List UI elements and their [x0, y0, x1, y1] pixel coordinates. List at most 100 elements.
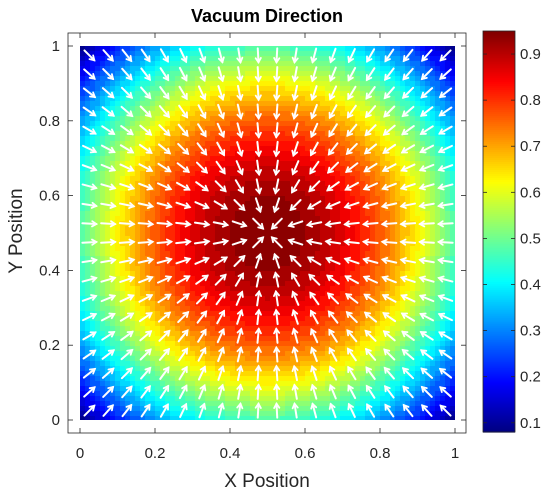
- contour-cell: [265, 111, 271, 117]
- contour-cell: [95, 121, 101, 127]
- contour-cell: [375, 216, 381, 222]
- contour-cell: [425, 196, 431, 202]
- contour-cell: [145, 181, 151, 187]
- contour-cell: [175, 291, 181, 297]
- contour-cell: [130, 231, 136, 237]
- contour-cell: [325, 266, 331, 272]
- contour-cell: [95, 156, 101, 162]
- contour-cell: [215, 106, 221, 112]
- contour-cell: [115, 346, 121, 352]
- contour-cell: [300, 141, 306, 147]
- contour-cell: [290, 376, 296, 382]
- contour-cell: [120, 271, 126, 277]
- contour-cell: [170, 376, 176, 382]
- contour-cell: [195, 331, 201, 337]
- contour-cell: [295, 371, 301, 377]
- contour-cell: [395, 91, 401, 97]
- contour-cell: [130, 61, 136, 67]
- contour-cell: [160, 306, 166, 312]
- contour-cell: [125, 81, 131, 87]
- contour-cell: [300, 256, 306, 262]
- contour-cell: [385, 51, 391, 57]
- contour-cell: [225, 371, 231, 377]
- contour-cell: [390, 271, 396, 277]
- contour-cell: [245, 96, 251, 102]
- contour-cell: [340, 346, 346, 352]
- contour-cell: [435, 231, 441, 237]
- contour-cell: [175, 176, 181, 182]
- contour-cell: [135, 226, 141, 232]
- contour-cell: [440, 361, 446, 367]
- contour-cell: [210, 76, 216, 82]
- contour-cell: [190, 196, 196, 202]
- contour-cell: [190, 156, 196, 162]
- contour-cell: [85, 81, 91, 87]
- contour-cell: [440, 46, 446, 52]
- contour-cell: [425, 236, 431, 242]
- contour-cell: [165, 301, 171, 307]
- contour-cell: [245, 341, 251, 347]
- contour-cell: [255, 61, 261, 67]
- contour-cell: [170, 91, 176, 97]
- contour-cell: [445, 211, 451, 217]
- contour-cell: [420, 286, 426, 292]
- contour-cell: [230, 171, 236, 177]
- contour-cell: [325, 236, 331, 242]
- contour-cell: [125, 206, 131, 212]
- contour-cell: [210, 156, 216, 162]
- contour-cell: [435, 186, 441, 192]
- contour-cell: [265, 291, 271, 297]
- contour-cell: [405, 326, 411, 332]
- contour-cell: [410, 251, 416, 257]
- contour-cell: [190, 216, 196, 222]
- contour-cell: [365, 71, 371, 77]
- contour-cell: [340, 111, 346, 117]
- contour-cell: [150, 376, 156, 382]
- contour-cell: [280, 336, 286, 342]
- contour-cell: [320, 46, 326, 52]
- contour-cell: [95, 96, 101, 102]
- contour-cell: [305, 51, 311, 57]
- contour-cell: [235, 61, 241, 67]
- contour-cell: [115, 361, 121, 367]
- contour-cell: [215, 46, 221, 52]
- contour-cell: [355, 331, 361, 337]
- contour-cell: [380, 341, 386, 347]
- contour-cell: [200, 66, 206, 72]
- contour-cell: [305, 356, 311, 362]
- contour-cell: [450, 261, 455, 267]
- contour-cell: [200, 336, 206, 342]
- contour-cell: [300, 101, 306, 107]
- contour-cell: [295, 356, 301, 362]
- contour-cell: [440, 231, 446, 237]
- contour-cell: [145, 176, 151, 182]
- contour-cell: [445, 161, 451, 167]
- contour-cell: [450, 231, 455, 237]
- contour-cell: [150, 356, 156, 362]
- contour-cell: [445, 46, 451, 52]
- contour-cell: [130, 196, 136, 202]
- contour-cell: [435, 56, 441, 62]
- contour-cell: [300, 261, 306, 267]
- contour-cell: [100, 81, 106, 87]
- contour-cell: [225, 66, 231, 72]
- contour-cell: [85, 211, 91, 217]
- contour-cell: [355, 271, 361, 277]
- contour-cell: [260, 46, 266, 52]
- contour-cell: [195, 96, 201, 102]
- contour-cell: [175, 146, 181, 152]
- contour-cell: [230, 346, 236, 352]
- contour-cell: [285, 196, 291, 202]
- contour-cell: [180, 101, 186, 107]
- contour-cell: [115, 96, 121, 102]
- contour-cell: [170, 231, 176, 237]
- contour-cell: [380, 301, 386, 307]
- contour-cell: [280, 296, 286, 302]
- contour-cell: [235, 271, 241, 277]
- contour-cell: [410, 346, 416, 352]
- contour-cell: [275, 361, 281, 367]
- contour-cell: [170, 86, 176, 92]
- contour-cell: [340, 106, 346, 112]
- contour-cell: [345, 46, 351, 52]
- contour-cell: [330, 201, 336, 207]
